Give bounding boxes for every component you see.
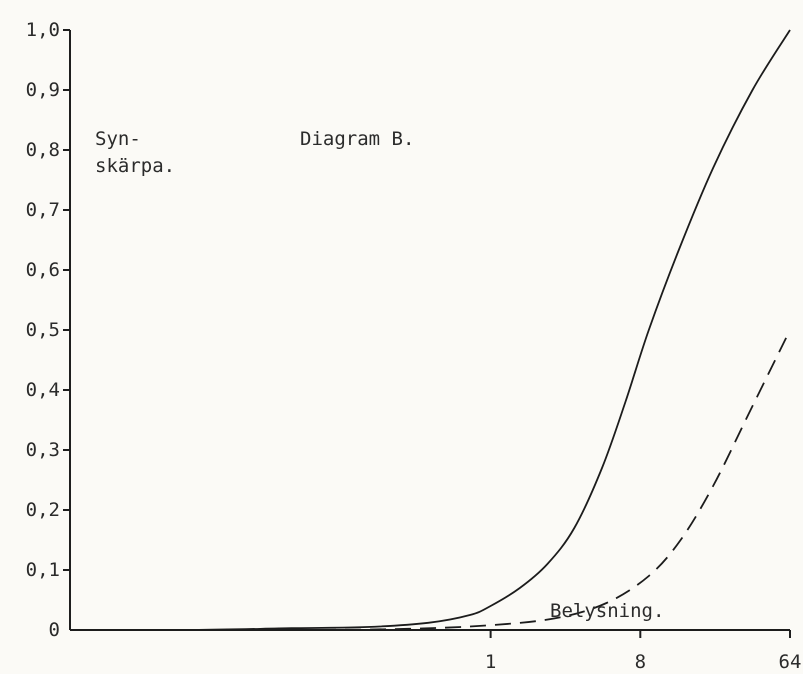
x-axis-label: Belysning. <box>550 600 664 622</box>
dashed-series-line-1 <box>69 329 791 631</box>
x-tick-label: 64 <box>779 651 802 673</box>
x-tick-label: 1 <box>485 651 496 673</box>
y-tick-label: 0,5 <box>26 319 60 341</box>
x-tick-group: 1 8 64 <box>485 630 802 673</box>
series-layer <box>69 29 791 632</box>
solid-series-line-0 <box>69 29 791 632</box>
y-tick-label: 0,1 <box>26 559 60 581</box>
y-tick-label: 0,4 <box>26 379 60 401</box>
axes <box>69 30 790 631</box>
chart-title: Diagram B. <box>300 128 414 150</box>
y-tick-label: 0 <box>49 619 60 641</box>
y-tick-label: 1,0 <box>26 19 60 41</box>
y-tick-label: 0,8 <box>26 139 60 161</box>
y-axis-label-line-2: skärpa. <box>95 155 175 177</box>
y-tick-label: 0,6 <box>26 259 60 281</box>
y-tick-label: 0,2 <box>26 499 60 521</box>
y-tick-group: 0 0,1 0,2 0,3 0,4 0,5 0,6 0,7 0,8 0,9 1,0 <box>26 19 70 641</box>
y-tick-label: 0,9 <box>26 79 60 101</box>
x-tick-label: 8 <box>635 651 646 673</box>
y-tick-label: 0,3 <box>26 439 60 461</box>
y-tick-label: 0,7 <box>26 199 60 221</box>
y-axis-label-line-1: Syn- <box>95 128 141 150</box>
